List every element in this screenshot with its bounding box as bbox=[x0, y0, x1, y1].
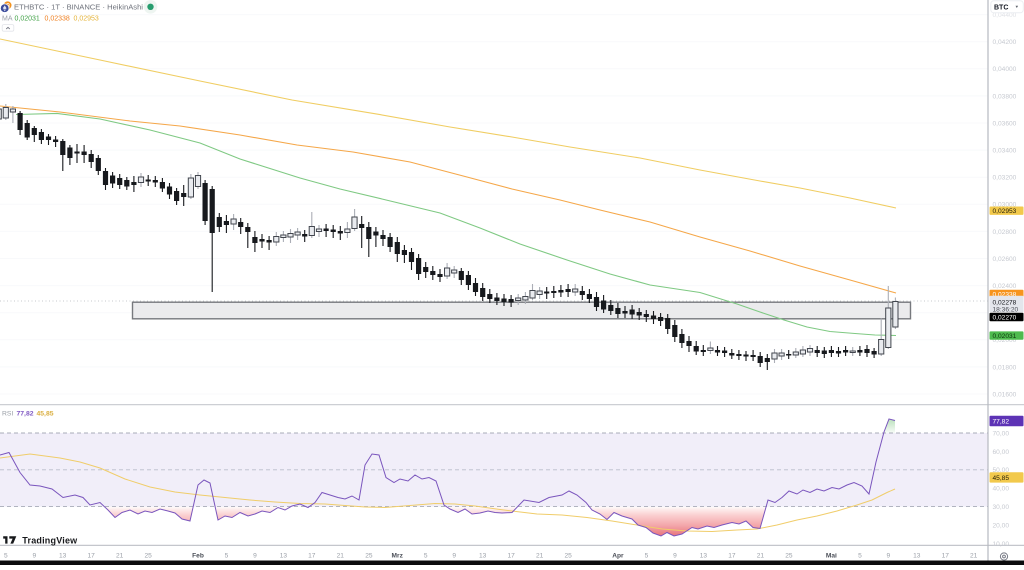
svg-text:9: 9 bbox=[673, 553, 677, 560]
svg-text:17: 17 bbox=[508, 553, 516, 560]
svg-text:5: 5 bbox=[645, 553, 649, 560]
svg-text:17: 17 bbox=[88, 553, 96, 560]
svg-text:0,02400: 0,02400 bbox=[993, 283, 1017, 290]
svg-text:Mrz: Mrz bbox=[392, 553, 404, 560]
svg-text:0,02338: 0,02338 bbox=[45, 15, 70, 22]
svg-text:0,02953: 0,02953 bbox=[993, 208, 1017, 215]
svg-text:25: 25 bbox=[145, 553, 153, 560]
svg-text:40,00: 40,00 bbox=[993, 486, 1010, 493]
svg-text:17: 17 bbox=[308, 553, 316, 560]
svg-text:13: 13 bbox=[59, 553, 67, 560]
svg-text:18:36:20: 18:36:20 bbox=[993, 307, 1019, 314]
svg-text:BTC: BTC bbox=[994, 4, 1008, 11]
svg-text:77,82: 77,82 bbox=[17, 410, 34, 417]
svg-text:Feb: Feb bbox=[192, 553, 204, 560]
svg-text:25: 25 bbox=[365, 553, 373, 560]
svg-text:45,85: 45,85 bbox=[993, 475, 1010, 482]
svg-text:60,00: 60,00 bbox=[993, 449, 1010, 456]
svg-text:77,82: 77,82 bbox=[993, 418, 1010, 425]
svg-text:TradingView: TradingView bbox=[22, 535, 78, 545]
svg-text:0,03800: 0,03800 bbox=[993, 93, 1017, 100]
svg-text:0,02600: 0,02600 bbox=[993, 256, 1017, 263]
svg-text:9: 9 bbox=[253, 553, 257, 560]
svg-text:MA: MA bbox=[2, 15, 13, 22]
svg-text:25: 25 bbox=[565, 553, 573, 560]
svg-text:5: 5 bbox=[225, 553, 229, 560]
svg-text:21: 21 bbox=[116, 553, 124, 560]
svg-text:ETHBTC · 1T · BINANCE · Heikin: ETHBTC · 1T · BINANCE · HeikinAshi bbox=[14, 2, 143, 11]
svg-text:0,02031: 0,02031 bbox=[15, 15, 40, 22]
svg-text:21: 21 bbox=[337, 553, 345, 560]
svg-text:13: 13 bbox=[700, 553, 708, 560]
svg-text:0,04200: 0,04200 bbox=[993, 39, 1017, 46]
svg-text:25: 25 bbox=[785, 553, 793, 560]
svg-text:5: 5 bbox=[4, 553, 8, 560]
svg-text:0,02338: 0,02338 bbox=[993, 291, 1017, 298]
svg-text:0,02000: 0,02000 bbox=[993, 337, 1017, 344]
svg-text:13: 13 bbox=[280, 553, 288, 560]
svg-text:9: 9 bbox=[886, 553, 890, 560]
svg-text:21: 21 bbox=[970, 553, 978, 560]
svg-text:21: 21 bbox=[536, 553, 544, 560]
svg-text:RSI: RSI bbox=[2, 410, 13, 417]
svg-text:17: 17 bbox=[728, 553, 736, 560]
svg-text:0,02270: 0,02270 bbox=[993, 314, 1017, 321]
svg-text:0,03400: 0,03400 bbox=[993, 148, 1017, 155]
svg-text:5: 5 bbox=[424, 553, 428, 560]
svg-text:0,03000: 0,03000 bbox=[993, 202, 1017, 209]
svg-text:0,02031: 0,02031 bbox=[993, 333, 1017, 340]
svg-text:13: 13 bbox=[479, 553, 487, 560]
svg-text:21: 21 bbox=[757, 553, 765, 560]
svg-text:0,04000: 0,04000 bbox=[993, 66, 1017, 73]
svg-text:10,00: 10,00 bbox=[993, 541, 1010, 548]
svg-text:0,01600: 0,01600 bbox=[993, 391, 1017, 398]
svg-text:9: 9 bbox=[32, 553, 36, 560]
svg-text:Apr: Apr bbox=[612, 553, 624, 560]
svg-text:70,00: 70,00 bbox=[993, 430, 1010, 437]
svg-text:0,02953: 0,02953 bbox=[74, 15, 99, 22]
svg-text:Mai: Mai bbox=[826, 553, 837, 560]
svg-text:0,02800: 0,02800 bbox=[993, 229, 1017, 236]
svg-text:5: 5 bbox=[858, 553, 862, 560]
svg-text:0,03600: 0,03600 bbox=[993, 120, 1017, 127]
svg-text:30,00: 30,00 bbox=[993, 504, 1010, 511]
svg-text:9: 9 bbox=[452, 553, 456, 560]
svg-text:0,04400: 0,04400 bbox=[993, 12, 1017, 19]
svg-text:0,01800: 0,01800 bbox=[993, 364, 1017, 371]
svg-text:50,00: 50,00 bbox=[993, 467, 1010, 474]
svg-text:20,00: 20,00 bbox=[993, 522, 1010, 529]
svg-text:45,85: 45,85 bbox=[37, 410, 54, 417]
svg-text:17: 17 bbox=[942, 553, 950, 560]
svg-text:0,02278: 0,02278 bbox=[993, 300, 1017, 307]
svg-text:0,03200: 0,03200 bbox=[993, 175, 1017, 182]
svg-text:13: 13 bbox=[913, 553, 921, 560]
